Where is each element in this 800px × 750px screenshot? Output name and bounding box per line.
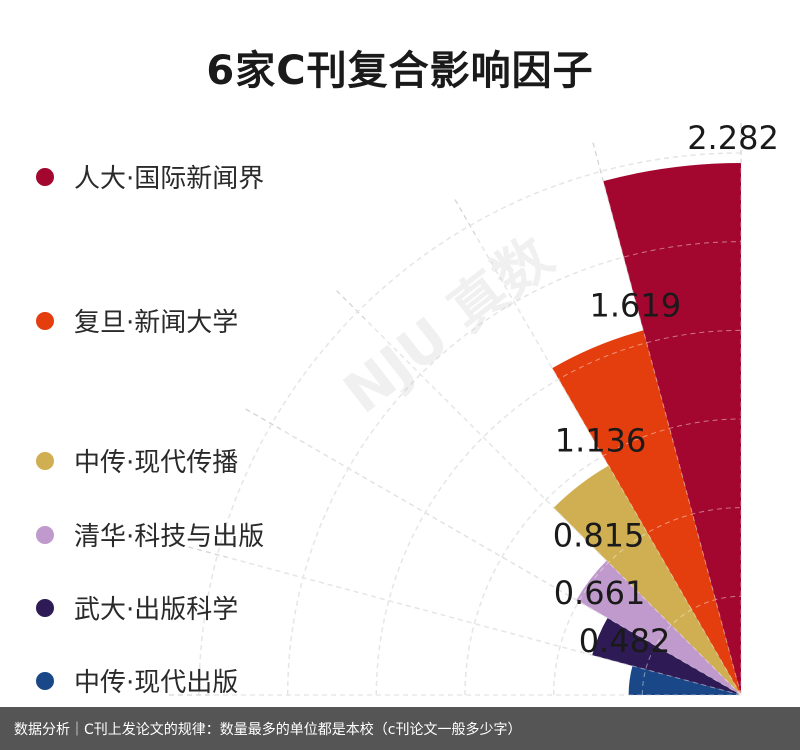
rose-sector (603, 163, 741, 695)
grid-radial-overlay (364, 318, 742, 696)
legend-item: 中传·现代出版 (36, 662, 238, 699)
legend: 人大·国际新闻界 复旦·新闻大学 中传·现代传播 清华·科技与出版 武大·出版科学 中传·… (36, 0, 396, 700)
grid-arc-overlay (198, 152, 742, 696)
grid-radial-overlay (602, 180, 742, 696)
chart-title: 6家C刊复合影响因子 (206, 48, 594, 94)
legend-item: 人大·国际新闻界 (36, 158, 264, 195)
grid-arc-overlay (553, 507, 742, 696)
legend-item: 清华·科技与出版 (36, 516, 264, 553)
legend-label: 中传·现代传播 (74, 448, 239, 478)
legend-dot-icon (36, 311, 54, 330)
value-label: 0.815 (553, 517, 645, 555)
value-label: 1.619 (589, 286, 681, 324)
legend-label: 中传·现代出版 (74, 668, 239, 698)
legend-dot-icon (36, 525, 54, 544)
rose-sector (592, 617, 741, 695)
value-label: 1.136 (555, 422, 647, 460)
legend-dot-icon (36, 598, 54, 617)
rose-sector (628, 665, 741, 695)
legend-dot-icon (36, 451, 54, 470)
grid-radial-overlay (226, 556, 742, 696)
value-label: 0.482 (579, 622, 671, 660)
legend-label: 武大·出版科学 (74, 595, 239, 625)
legend-label: 复旦·新闻大学 (74, 308, 239, 338)
grid-arc-overlay (641, 595, 742, 696)
grid-arc-overlay (287, 241, 742, 696)
legend-dot-icon (36, 167, 54, 186)
rose-sector (552, 330, 741, 695)
value-label: 0.661 (554, 574, 646, 612)
legend-item: 武大·出版科学 (36, 589, 238, 626)
grid-arc-overlay (464, 418, 742, 696)
legend-label: 人大·国际新闻界 (74, 164, 265, 194)
legend-item: 中传·现代传播 (36, 442, 238, 479)
grid-arc-overlay (375, 329, 742, 696)
rose-sector (576, 560, 741, 695)
grid-radial-overlay (280, 428, 742, 696)
legend-dot-icon (36, 671, 54, 690)
legend-item: 复旦·新闻大学 (36, 302, 238, 339)
footer-caption: 数据分析｜C刊上发论文的规律：数量最多的单位都是本校（c刊论文一般多少字） (0, 707, 800, 750)
grid-overlay (198, 152, 742, 696)
value-label: 2.282 (687, 119, 779, 157)
grid-radial-overlay (474, 234, 742, 696)
rose-sector (553, 465, 741, 695)
legend-label: 清华·科技与出版 (74, 522, 265, 552)
